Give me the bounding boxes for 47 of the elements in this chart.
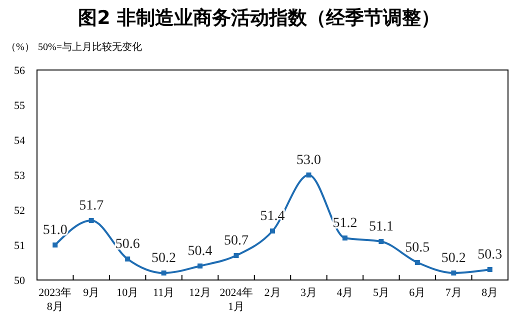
point <box>161 270 166 276</box>
y-tick-label: 55 <box>14 100 26 112</box>
y-tick-label: 54 <box>14 135 26 147</box>
point <box>451 270 456 276</box>
data-label: 53.0 <box>296 153 321 168</box>
x-tick-label: 6月 <box>409 287 426 299</box>
point <box>270 228 275 234</box>
x-tick-label: 8月 <box>482 287 498 299</box>
point <box>88 218 94 223</box>
point <box>234 253 239 258</box>
point <box>487 267 492 272</box>
data-label: 51.1 <box>368 220 394 234</box>
x-tick-label: 4月 <box>336 287 354 299</box>
data-label: 50.7 <box>224 234 249 248</box>
x-tick-label: 5月 <box>372 287 390 299</box>
point <box>414 260 420 265</box>
y-tick-label: 53 <box>14 170 26 182</box>
point <box>198 264 203 268</box>
chart-title: 图2 非制造业商务活动指数（经季节调整） <box>78 7 440 29</box>
data-label: 50.2 <box>441 251 466 266</box>
point <box>378 239 384 244</box>
point <box>306 172 312 178</box>
x-tick-label: 9月 <box>83 287 100 299</box>
data-label: 51.7 <box>79 198 104 214</box>
x-tick-label: 11月 <box>153 287 175 299</box>
y-tick-label: 56 <box>14 65 26 77</box>
x-tick-label: 2024年 1月 <box>220 287 253 313</box>
y-tick-label: 50 <box>14 275 26 287</box>
data-label: 50.2 <box>152 251 176 266</box>
x-tick-label: 12月 <box>189 287 212 299</box>
text: 50%=与上月比较无变化 <box>38 41 142 53</box>
y-tick-label: 51 <box>14 240 25 252</box>
point <box>342 236 348 240</box>
data-label: 50.5 <box>405 240 430 256</box>
y-axis-title: （%） <box>6 42 34 53</box>
x-tick-label: 10月 <box>116 287 139 299</box>
y-tick-label: 52 <box>14 205 25 217</box>
data-label: 51.0 <box>42 223 68 238</box>
data-label: 50.4 <box>188 244 212 259</box>
point <box>125 256 130 262</box>
x-tick-label: 3月 <box>300 287 317 299</box>
x-tick-label: 7月 <box>445 287 462 299</box>
data-label: 50.3 <box>478 248 502 262</box>
x-tick-label: 2月 <box>264 287 281 299</box>
x-tick-label: 2023年 8月 <box>38 287 72 313</box>
data-label: 50.6 <box>115 237 140 252</box>
point <box>52 242 58 248</box>
